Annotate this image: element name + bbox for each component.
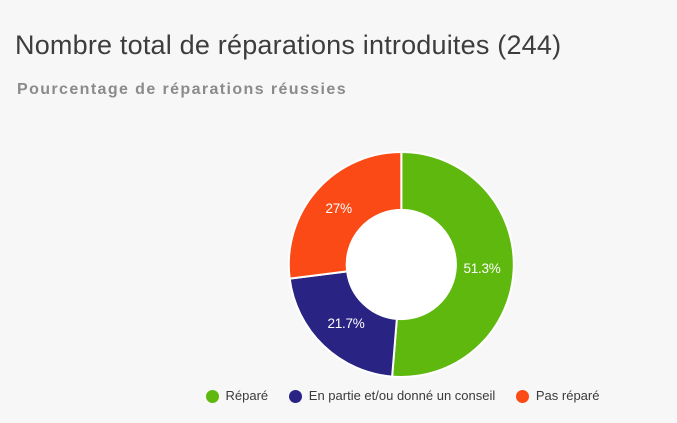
svg-text:51.3%: 51.3% (463, 261, 500, 276)
svg-text:21.7%: 21.7% (327, 316, 364, 331)
svg-text:27%: 27% (326, 201, 353, 216)
